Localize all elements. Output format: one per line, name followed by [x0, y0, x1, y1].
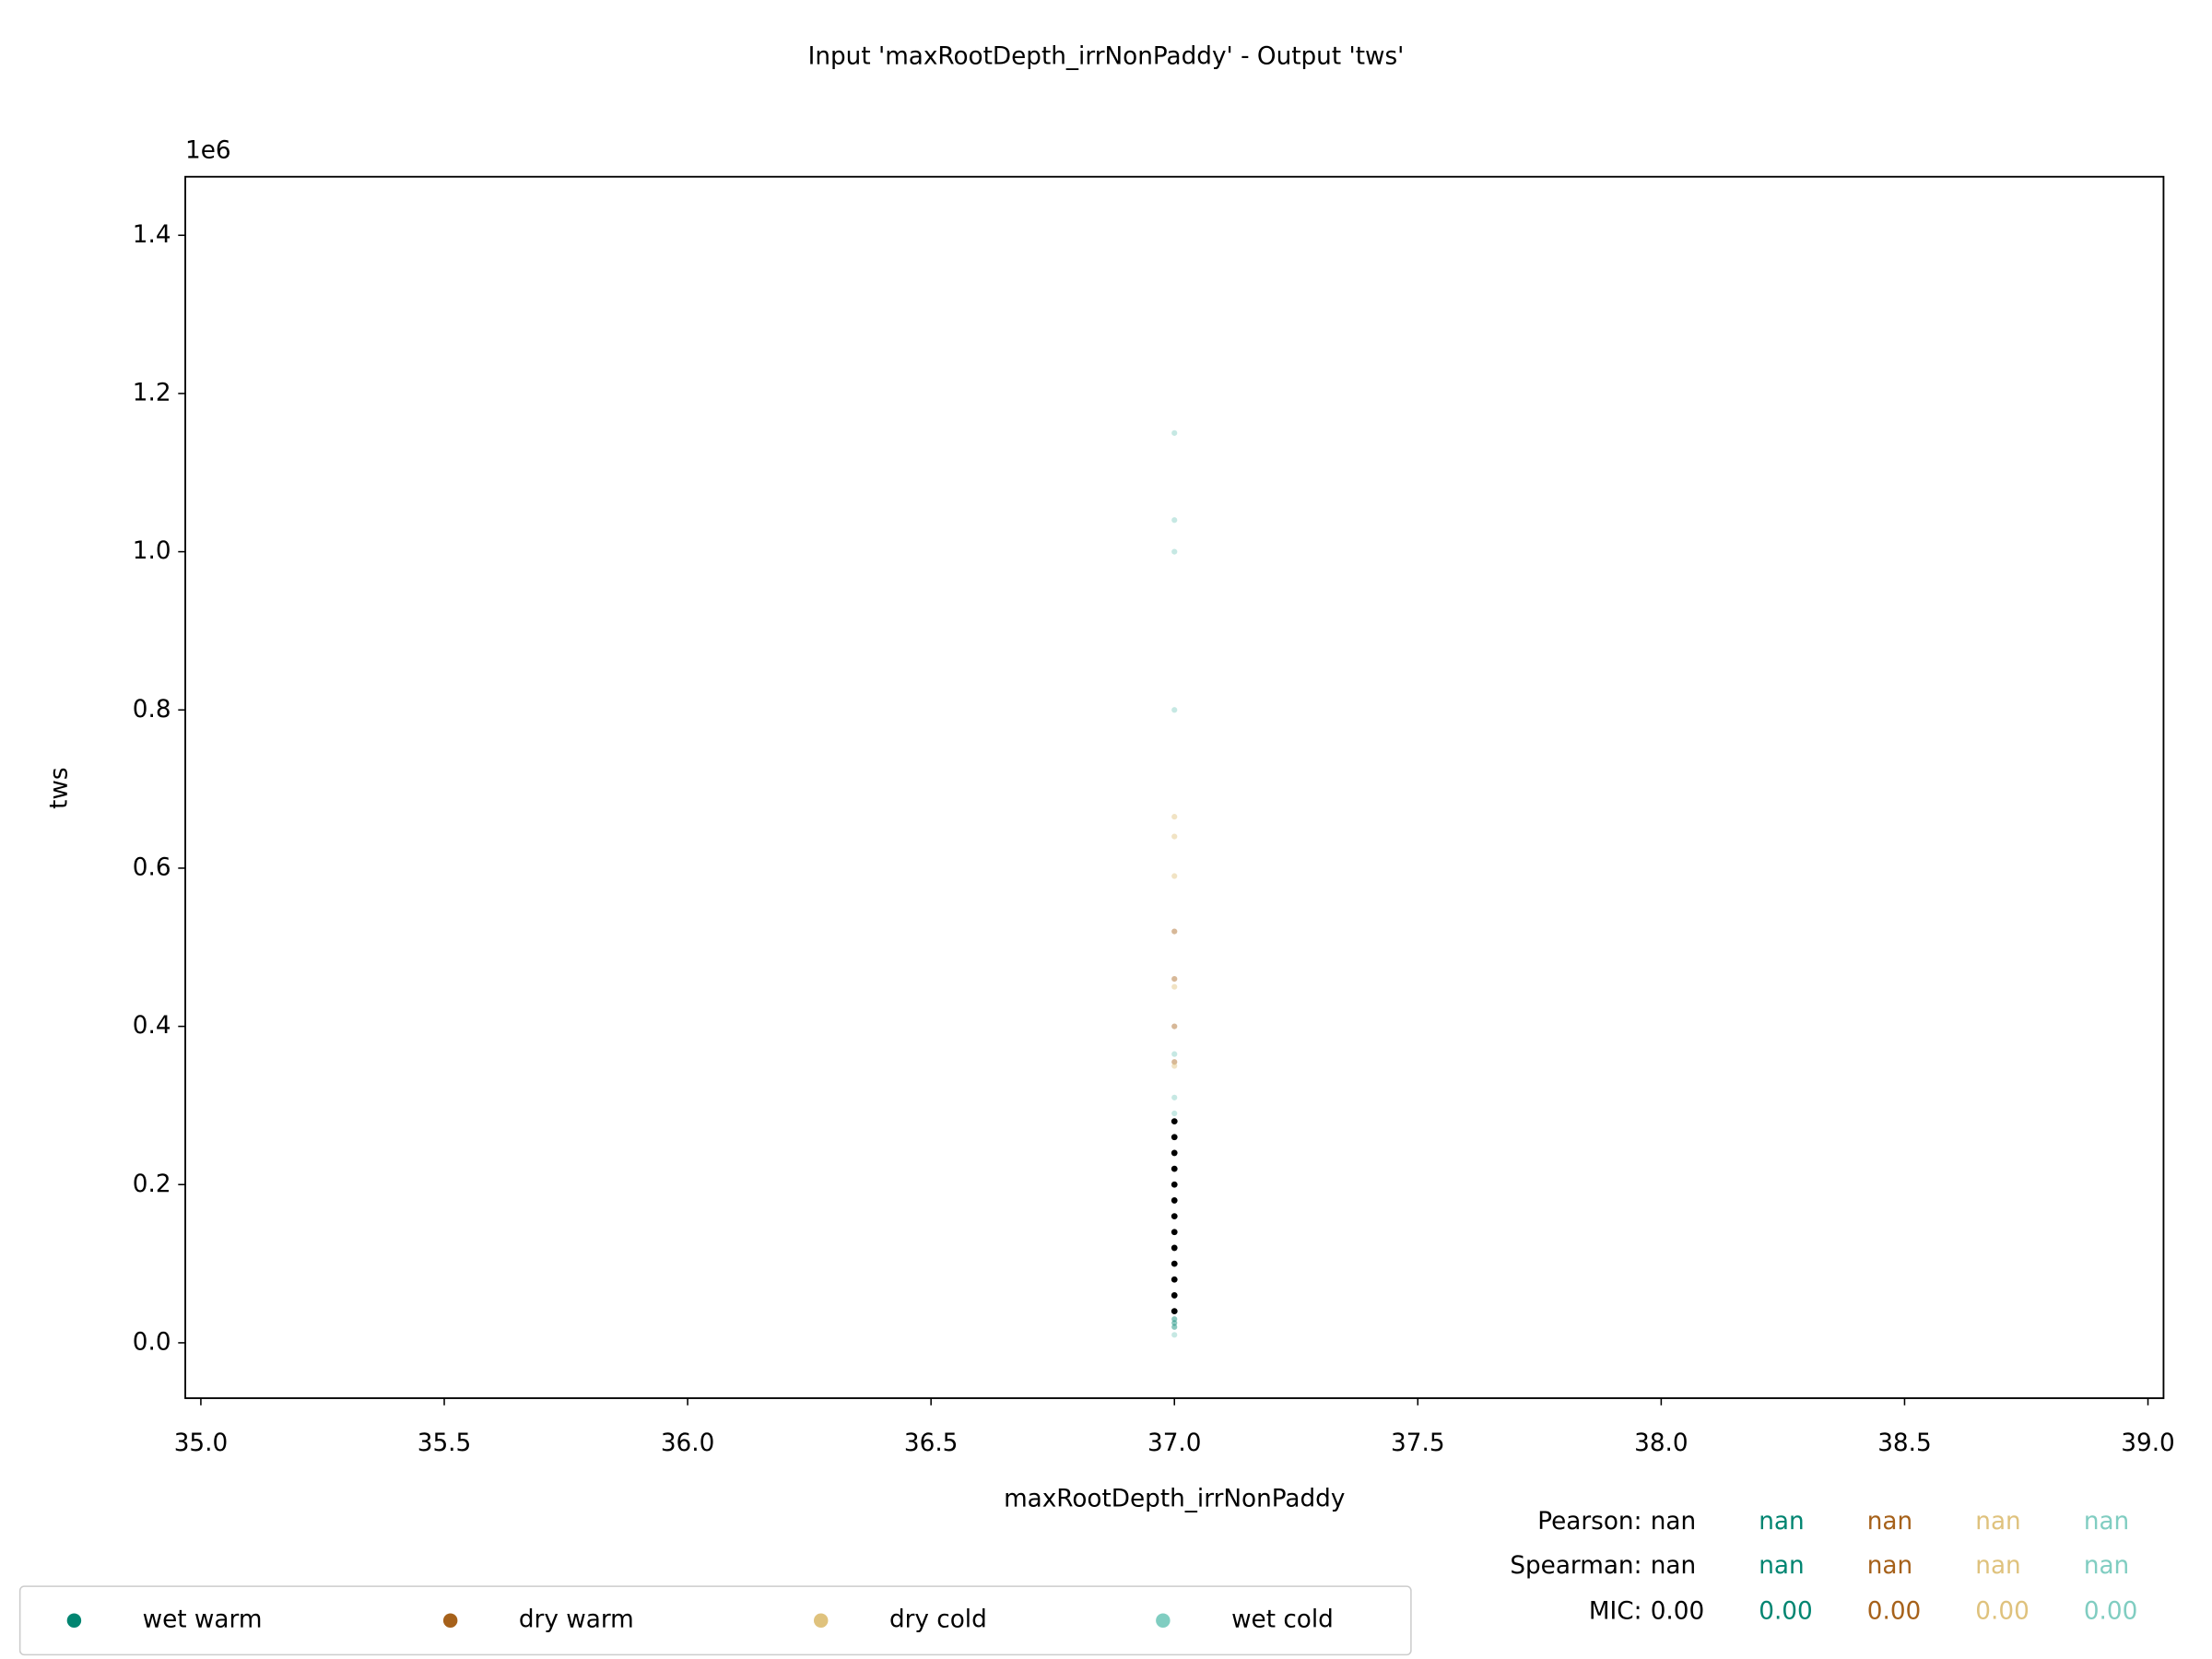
y-tick-label: 0.6 — [133, 853, 171, 881]
stat-value: 0.00 — [1867, 1597, 1921, 1625]
data-point — [1171, 1059, 1178, 1065]
legend-label: wet warm — [143, 1606, 263, 1634]
x-tick-label: 36.5 — [904, 1430, 958, 1457]
data-point — [1171, 1332, 1178, 1338]
y-tick-label: 0.0 — [133, 1328, 171, 1356]
data-point — [1171, 1324, 1178, 1330]
x-tick-label: 39.0 — [2121, 1430, 2174, 1457]
chart-title: Input 'maxRootDepth_irrNonPaddy' - Outpu… — [808, 42, 1405, 70]
stat-label: Spearman: — [1510, 1552, 1641, 1580]
stat-value: nan — [1975, 1508, 2020, 1535]
legend-label: dry cold — [889, 1606, 987, 1634]
data-point — [1171, 1023, 1178, 1030]
data-point — [1171, 1292, 1178, 1299]
data-point — [1171, 1244, 1178, 1252]
stat-label: MIC: — [1589, 1597, 1642, 1625]
data-point — [1171, 548, 1178, 555]
data-point — [1171, 429, 1178, 436]
stat-value: nan — [1651, 1552, 1696, 1580]
legend-marker — [442, 1613, 458, 1628]
data-point — [1171, 517, 1178, 524]
data-point — [1171, 976, 1178, 982]
x-tick-label: 35.5 — [418, 1430, 471, 1457]
y-tick-label: 0.8 — [133, 696, 171, 724]
stat-value: 0.00 — [2084, 1597, 2137, 1625]
data-point — [1171, 814, 1178, 820]
stat-value: nan — [1759, 1552, 1804, 1580]
data-point — [1171, 1118, 1178, 1124]
data-point — [1171, 1197, 1178, 1204]
data-point — [1171, 1165, 1178, 1172]
data-point — [1171, 1316, 1178, 1323]
stat-value: nan — [2084, 1508, 2129, 1535]
stat-value: 0.00 — [1651, 1597, 1704, 1625]
data-point — [1171, 1320, 1178, 1326]
stat-value: nan — [1759, 1508, 1804, 1535]
plot-frame — [184, 175, 2165, 1399]
data-point — [1171, 1094, 1178, 1100]
x-tick-label: 37.0 — [1147, 1430, 1201, 1457]
stat-value: 0.00 — [1759, 1597, 1812, 1625]
x-tick-label: 38.5 — [1877, 1430, 1931, 1457]
data-point — [1171, 1181, 1178, 1188]
data-point — [1171, 707, 1178, 713]
data-point — [1171, 1149, 1178, 1157]
legend-marker — [813, 1613, 829, 1628]
legend-marker — [66, 1613, 82, 1628]
data-point — [1171, 1229, 1178, 1236]
stat-value: nan — [2084, 1552, 2129, 1580]
data-point — [1171, 1051, 1178, 1057]
stat-value: nan — [1867, 1552, 1912, 1580]
data-point — [1171, 1276, 1178, 1283]
legend-marker — [1156, 1613, 1171, 1628]
y-tick-label: 1.4 — [133, 221, 171, 249]
stat-value: nan — [1651, 1508, 1696, 1535]
y-tick-label: 1.2 — [133, 379, 171, 406]
x-tick-label: 38.0 — [1634, 1430, 1688, 1457]
stat-value: nan — [1867, 1508, 1912, 1535]
data-point — [1171, 1308, 1178, 1314]
data-point — [1171, 983, 1178, 990]
y-offset-label: 1e6 — [185, 136, 231, 164]
stat-value: 0.00 — [1975, 1597, 2029, 1625]
legend-label: dry warm — [519, 1606, 634, 1634]
data-point — [1171, 873, 1178, 879]
y-tick-label: 1.0 — [133, 537, 171, 565]
legend-box — [18, 1585, 1412, 1656]
y-tick-label: 0.4 — [133, 1012, 171, 1040]
data-point — [1171, 1260, 1178, 1267]
data-point — [1171, 1110, 1178, 1117]
x-tick-label: 36.0 — [661, 1430, 714, 1457]
x-tick-label: 35.0 — [174, 1430, 228, 1457]
data-point — [1171, 1063, 1178, 1069]
x-tick-label: 37.5 — [1391, 1430, 1444, 1457]
legend-label: wet cold — [1231, 1606, 1334, 1634]
y-axis-label: tws — [45, 767, 73, 808]
stat-label: Pearson: — [1537, 1508, 1641, 1535]
data-point — [1171, 928, 1178, 935]
data-point — [1171, 1213, 1178, 1219]
y-tick-label: 0.2 — [133, 1171, 171, 1198]
data-point — [1171, 833, 1178, 840]
data-point — [1171, 1134, 1178, 1141]
stat-value: nan — [1975, 1552, 2020, 1580]
x-axis-label: maxRootDepth_irrNonPaddy — [1004, 1485, 1345, 1512]
